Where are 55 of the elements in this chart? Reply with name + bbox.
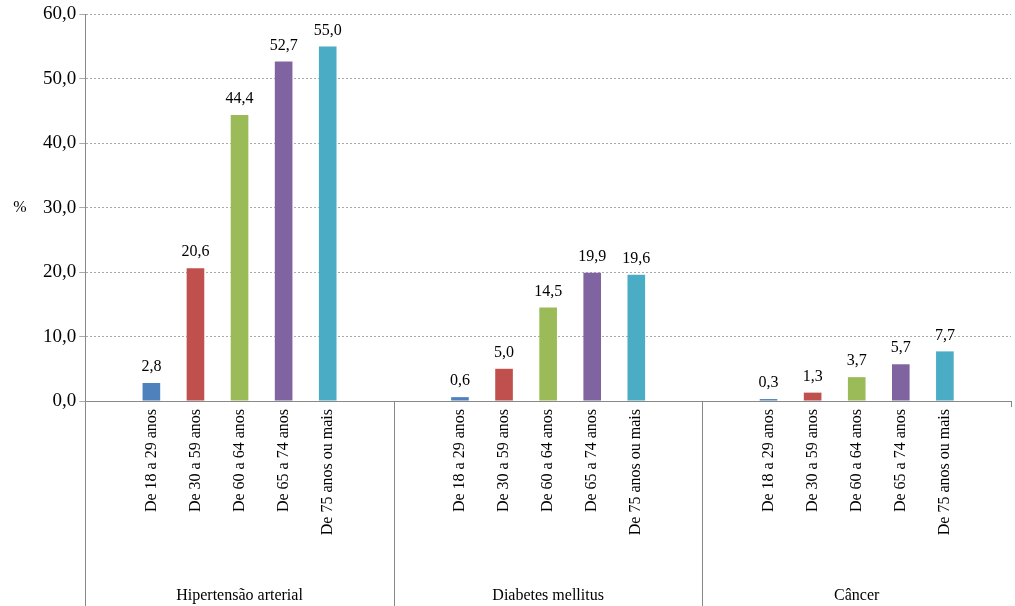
x-tick-label: De 18 a 29 anos [141,409,159,513]
x-tick-label: De 18 a 29 anos [450,409,468,513]
bar [142,382,161,401]
data-label: 52,7 [269,35,298,53]
data-label: 3,7 [846,351,867,369]
y-tick-label: 10,0 [43,324,77,346]
x-tick-label: De 30 a 59 anos [185,409,203,513]
bar [274,61,293,401]
x-tick-label: De 65 a 74 anos [273,409,291,513]
data-label: 44,4 [225,89,254,107]
y-tick-label: 40,0 [43,131,77,153]
x-tick-label: De 60 a 64 anos [229,409,247,513]
bar [451,397,469,401]
bar [318,46,337,401]
x-tick-label: De 60 a 64 anos [538,409,556,513]
bar [539,307,557,401]
text: Câncer [834,586,881,604]
data-label: 19,6 [622,248,651,266]
x-tick-label: De 75 anos ou mais [935,409,953,536]
x-tick-label: De 30 a 59 anos [494,409,512,513]
data-label: 14,5 [534,281,563,299]
data-label: 20,6 [181,242,210,260]
bar [583,272,602,401]
text: Diabetes mellitus [492,586,604,604]
text: Hipertensão arterial [176,586,304,605]
bar [627,274,646,401]
bar [495,368,513,401]
x-tick-label: De 75 anos ou mais [626,409,644,536]
bar [891,364,910,401]
data-label: 2,8 [141,357,162,375]
y-axis-title: % [13,197,27,215]
x-tick-label: De 75 anos ou mais [317,409,335,536]
data-label: 5,0 [494,342,515,360]
x-tick-label: De 65 a 74 anos [582,409,600,513]
x-tick-label: De 18 a 29 anos [758,409,776,513]
y-tick-label: 30,0 [43,195,77,217]
data-label: 7,7 [934,325,955,343]
data-label: 1,3 [802,366,823,384]
bar [230,114,249,401]
y-tick-label: 60,0 [43,2,77,24]
data-label: 19,9 [578,246,607,264]
x-tick-label: De 30 a 59 anos [802,409,820,513]
x-tick-label: De 65 a 74 anos [890,409,908,513]
data-label: 0,6 [449,371,470,389]
y-tick-label: 20,0 [43,260,77,282]
data-label: 5,7 [890,338,911,356]
y-tick-label: 50,0 [43,66,77,88]
y-tick-label: 0,0 [52,388,77,410]
bar [847,377,866,401]
data-label: 55,0 [313,20,342,38]
bar [803,392,822,401]
bar [186,268,205,401]
bar [936,351,954,401]
x-tick-label: De 60 a 64 anos [846,409,864,513]
data-label: 0,3 [758,373,779,391]
